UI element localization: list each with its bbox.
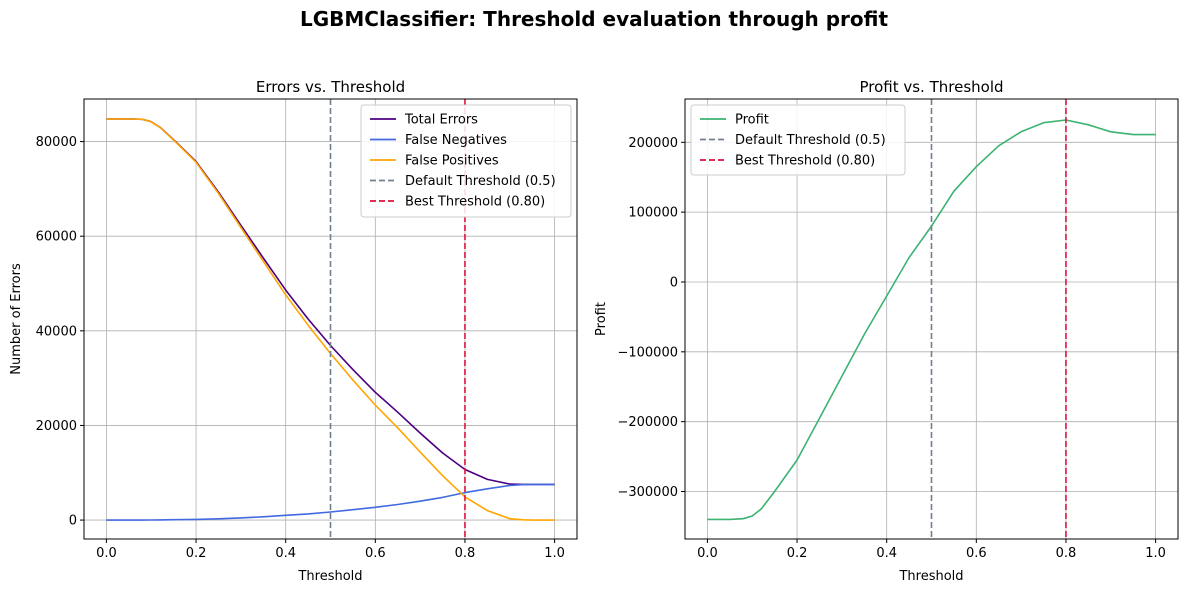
profit-legend-label: Default Threshold (0.5) <box>735 133 886 148</box>
errors-legend-label: False Positives <box>405 154 499 169</box>
profit-series-profit <box>707 119 1156 521</box>
profit-y-tick-label: −100000 <box>617 345 678 360</box>
profit-x-tick-label: 0.8 <box>1056 546 1077 561</box>
profit-y-axis-label: Profit <box>594 302 609 336</box>
errors-legend-label: Best Threshold (0.80) <box>405 195 545 210</box>
profit-axes-frame <box>684 98 1179 540</box>
profit-chart-title: Profit vs. Threshold <box>859 78 1003 96</box>
errors-legend-label: Default Threshold (0.5) <box>405 174 556 189</box>
profit-chart: 0.0 0.2 0.4 0.6 0.8 1.0 −300000 −200000 −100000 0… <box>594 78 1179 584</box>
errors-legend-label: Total Errors <box>404 113 478 128</box>
profit-y-tick-label: 200000 <box>628 136 678 151</box>
errors-x-tick-label: 0.2 <box>186 546 207 561</box>
errors-legend-label: False Negatives <box>405 133 507 148</box>
errors-y-tick-label: 40000 <box>36 324 77 339</box>
profit-x-tick-label: 0.6 <box>966 546 987 561</box>
errors-chart-title: Errors vs. Threshold <box>256 78 405 96</box>
errors-legend: Total Errors False Negatives False Positiv… <box>360 104 572 218</box>
errors-x-tick-label: 0.6 <box>365 546 386 561</box>
profit-x-tick-label: 1.0 <box>1145 546 1166 561</box>
errors-x-tick-label: 0.8 <box>455 546 476 561</box>
figure-suptitle: LGBMClassifier: Threshold evaluation thr… <box>300 7 888 31</box>
profit-y-tick-label: 100000 <box>628 206 678 221</box>
profit-legend: Profit Default Threshold (0.5) Best Thresh… <box>690 104 906 176</box>
errors-y-tick-label: 20000 <box>36 419 77 434</box>
errors-x-tick-label: 0.4 <box>275 546 296 561</box>
profit-y-tick-label: 0 <box>670 275 678 290</box>
profit-x-axis-label: Threshold <box>898 569 963 584</box>
errors-series-false-negatives <box>106 483 555 521</box>
errors-series-false-positives <box>106 118 555 521</box>
profit-legend-label: Best Threshold (0.80) <box>735 154 875 169</box>
profit-x-tick-label: 0.2 <box>787 546 808 561</box>
errors-legend-box <box>360 104 572 218</box>
profit-x-tick-label: 0.4 <box>876 546 897 561</box>
errors-axes-frame <box>83 98 578 540</box>
profit-x-tick-label: 0.0 <box>697 546 718 561</box>
profit-y-tick-label: −300000 <box>617 485 678 500</box>
errors-y-tick-label: 80000 <box>36 135 77 150</box>
errors-chart: 0.0 0.2 0.4 0.6 0.8 1.0 0 20000 40000 60000 80000 E… <box>9 78 578 584</box>
profit-y-tick-label: −200000 <box>617 415 678 430</box>
profit-legend-label: Profit <box>735 113 769 128</box>
errors-x-tick-label: 0.0 <box>96 546 117 561</box>
errors-x-tick-label: 1.0 <box>544 546 565 561</box>
errors-y-tick-label: 60000 <box>36 230 77 245</box>
errors-y-tick-label: 0 <box>69 514 77 529</box>
profit-legend-box <box>690 104 906 176</box>
errors-x-axis-label: Threshold <box>297 569 362 584</box>
errors-y-axis-label: Number of Errors <box>9 263 24 375</box>
